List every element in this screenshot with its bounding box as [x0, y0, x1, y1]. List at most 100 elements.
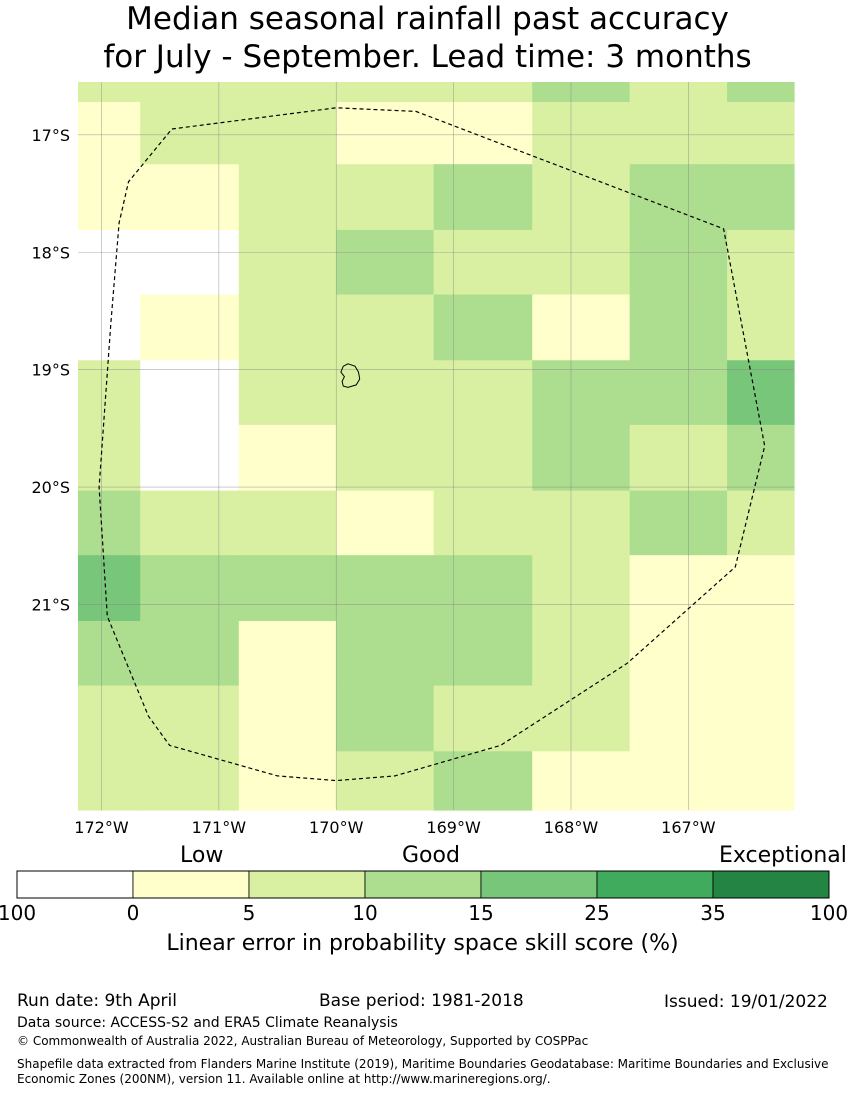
axis-labels: 172°W 171°W 170°W 169°W 168°W 167°W 17°S 18°S 19… [31, 126, 715, 837]
colorbar [16, 870, 830, 899]
grid-cell [629, 101, 728, 165]
grid-cell [433, 490, 533, 556]
grid-cell [727, 490, 795, 556]
grid-cell [140, 101, 240, 165]
grid-cell [727, 685, 795, 752]
colorbar-segment [364, 870, 482, 899]
colorbar-tick: 100 [809, 901, 849, 925]
eez-boundary [98, 107, 766, 782]
grid-cell [336, 101, 435, 165]
colorbar-tick: 25 [584, 901, 610, 925]
grid-cell [140, 82, 240, 103]
skill-grid [78, 82, 795, 811]
lon-tick-label: 172°W [74, 818, 129, 837]
grid-cell [238, 620, 337, 687]
colorbar-tick: 35 [700, 901, 726, 925]
colorbar-segment [712, 870, 830, 899]
grid-cell [78, 685, 141, 752]
copyright: © Commonwealth of Australia 2022, Austra… [17, 1034, 589, 1048]
lon-tick-label: 170°W [309, 818, 364, 837]
lat-tick-label: 21°S [31, 596, 70, 615]
grid-cell [78, 360, 141, 426]
grid-cell [140, 490, 240, 556]
grid-cell [532, 751, 631, 811]
grid-cell [78, 424, 141, 492]
grid-cell [727, 751, 795, 811]
lat-tick-label: 19°S [31, 361, 70, 380]
grid-cell [629, 82, 728, 103]
colorbar-frame [16, 870, 830, 899]
colorbar-segment [480, 870, 598, 899]
grid-cell [78, 751, 141, 811]
colorbar-tick: 15 [468, 901, 494, 925]
grid-cell [78, 490, 141, 556]
grid-cell [336, 360, 435, 426]
issued-date: Issued: 19/01/2022 [664, 992, 828, 1012]
lon-tick-label: 169°W [426, 818, 481, 837]
grid-cell [78, 620, 141, 687]
grid-cell [78, 164, 141, 231]
grid-cell [140, 751, 240, 811]
grid-cell [238, 490, 337, 556]
grid-cell [336, 164, 435, 231]
grid-cell [78, 82, 141, 103]
grid-cell [140, 294, 240, 361]
shapefile-credit-line-1: Shapefile data extracted from Flanders M… [17, 1057, 829, 1071]
graticule [78, 82, 794, 810]
grid-cell [727, 424, 795, 492]
grid-cell [78, 229, 141, 296]
grid-cell [238, 685, 337, 752]
grid-cell [238, 424, 337, 492]
grid-cell [727, 620, 795, 687]
grid-cell [727, 164, 795, 231]
colorbar-segment [16, 870, 134, 899]
grid-cell [532, 424, 631, 492]
boundaries [98, 107, 766, 782]
grid-cell [532, 555, 631, 622]
shapefile-credit-line-2: Economic Zones (200NM), version 11. Avai… [17, 1072, 551, 1086]
grid-cell [532, 490, 631, 556]
grid-cell [433, 751, 533, 811]
grid-cell [727, 82, 795, 103]
grid-cell [727, 360, 795, 426]
category-exceptional: Exceptional [719, 843, 847, 868]
grid-cell [336, 424, 435, 492]
grid-cell [433, 620, 533, 687]
colorbar-tick: 5 [242, 901, 256, 925]
grid-cell [433, 101, 533, 165]
grid-cell [336, 229, 435, 296]
grid-cell [629, 360, 728, 426]
map-title: Median seasonal rainfall past accuracy f… [0, 0, 855, 76]
grid-cell [433, 294, 533, 361]
lon-tick-label: 171°W [192, 818, 247, 837]
grid-cell [238, 360, 337, 426]
lat-tick-label: 18°S [31, 243, 70, 262]
grid-cell [532, 294, 631, 361]
grid-cell [78, 101, 141, 165]
grid-cell [140, 360, 240, 426]
grid-cell [238, 751, 337, 811]
grid-cell [727, 229, 795, 296]
island-outline [340, 363, 361, 388]
title-line-2: for July - September. Lead time: 3 month… [103, 39, 752, 75]
grid-cell [78, 555, 141, 622]
grid-cell [336, 751, 435, 811]
grid-cell [727, 101, 795, 165]
grid-cell [629, 555, 728, 622]
grid-cell [433, 229, 533, 296]
category-low: Low [180, 843, 224, 868]
grid-cell [433, 164, 533, 231]
grid-cell [336, 490, 435, 556]
grid-cell [238, 229, 337, 296]
grid-cell [629, 164, 728, 231]
grid-cell [336, 294, 435, 361]
title-line-1: Median seasonal rainfall past accuracy [126, 1, 729, 37]
grid-cell [629, 751, 728, 811]
grid-cell [629, 490, 728, 556]
grid-cell [532, 360, 631, 426]
grid-cell [336, 555, 435, 622]
colorbar-tick: 0 [126, 901, 140, 925]
colorbar-tick: 100 [0, 901, 37, 925]
grid-cell [433, 685, 533, 752]
